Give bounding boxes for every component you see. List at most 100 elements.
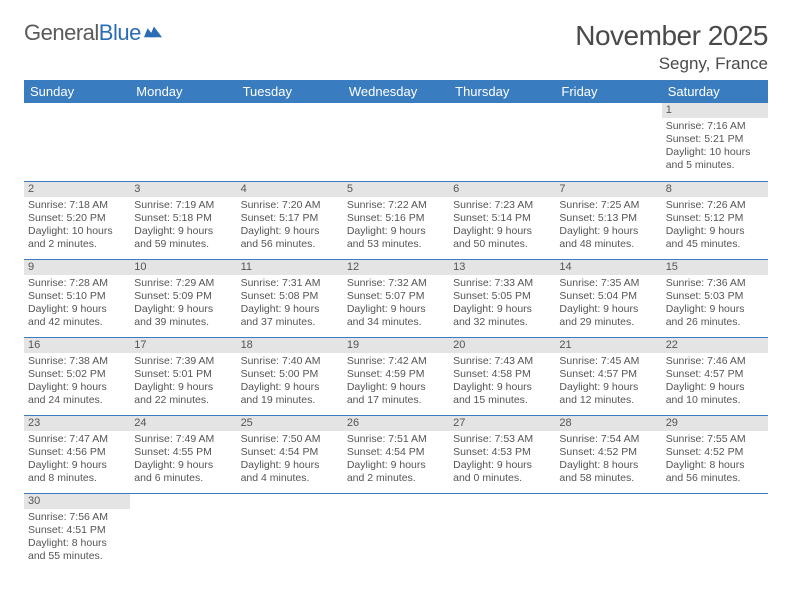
sunset-line: Sunset: 5:07 PM [347, 290, 445, 303]
sunset-line: Sunset: 4:52 PM [559, 446, 657, 459]
day-number: 2 [24, 182, 130, 197]
sunset-line: Sunset: 4:56 PM [28, 446, 126, 459]
day-details: Sunrise: 7:45 AMSunset: 4:57 PMDaylight:… [555, 353, 661, 409]
calendar-cell: 20Sunrise: 7:43 AMSunset: 4:58 PMDayligh… [449, 337, 555, 415]
calendar-cell: 24Sunrise: 7:49 AMSunset: 4:55 PMDayligh… [130, 415, 236, 493]
day-details: Sunrise: 7:55 AMSunset: 4:52 PMDaylight:… [662, 431, 768, 487]
calendar-page: GeneralBlue November 2025 Segny, France … [0, 0, 792, 591]
day-details: Sunrise: 7:20 AMSunset: 5:17 PMDaylight:… [237, 197, 343, 253]
daylight-line: Daylight: 9 hours and 59 minutes. [134, 225, 232, 251]
day-number: 22 [662, 338, 768, 353]
calendar-week: 30Sunrise: 7:56 AMSunset: 4:51 PMDayligh… [24, 493, 768, 571]
calendar-cell: 9Sunrise: 7:28 AMSunset: 5:10 PMDaylight… [24, 259, 130, 337]
calendar-cell: 26Sunrise: 7:51 AMSunset: 4:54 PMDayligh… [343, 415, 449, 493]
daylight-line: Daylight: 9 hours and 2 minutes. [347, 459, 445, 485]
day-details: Sunrise: 7:46 AMSunset: 4:57 PMDaylight:… [662, 353, 768, 409]
calendar-week: 2Sunrise: 7:18 AMSunset: 5:20 PMDaylight… [24, 181, 768, 259]
sunrise-line: Sunrise: 7:43 AM [453, 355, 551, 368]
calendar-cell: 2Sunrise: 7:18 AMSunset: 5:20 PMDaylight… [24, 181, 130, 259]
calendar-week: 16Sunrise: 7:38 AMSunset: 5:02 PMDayligh… [24, 337, 768, 415]
logo-text-2: Blue [99, 20, 141, 46]
day-header: Thursday [449, 80, 555, 103]
day-details: Sunrise: 7:35 AMSunset: 5:04 PMDaylight:… [555, 275, 661, 331]
sunrise-line: Sunrise: 7:25 AM [559, 199, 657, 212]
sunset-line: Sunset: 4:57 PM [559, 368, 657, 381]
calendar-cell: 23Sunrise: 7:47 AMSunset: 4:56 PMDayligh… [24, 415, 130, 493]
sunset-line: Sunset: 5:21 PM [666, 133, 764, 146]
day-details: Sunrise: 7:22 AMSunset: 5:16 PMDaylight:… [343, 197, 449, 253]
calendar-cell [24, 103, 130, 181]
day-number: 8 [662, 182, 768, 197]
day-details: Sunrise: 7:32 AMSunset: 5:07 PMDaylight:… [343, 275, 449, 331]
sunrise-line: Sunrise: 7:54 AM [559, 433, 657, 446]
calendar-cell: 5Sunrise: 7:22 AMSunset: 5:16 PMDaylight… [343, 181, 449, 259]
sunset-line: Sunset: 4:54 PM [347, 446, 445, 459]
day-number: 30 [24, 494, 130, 509]
daylight-line: Daylight: 9 hours and 4 minutes. [241, 459, 339, 485]
sunset-line: Sunset: 5:14 PM [453, 212, 551, 225]
day-details: Sunrise: 7:29 AMSunset: 5:09 PMDaylight:… [130, 275, 236, 331]
sunset-line: Sunset: 5:09 PM [134, 290, 232, 303]
day-header: Tuesday [237, 80, 343, 103]
sunset-line: Sunset: 5:13 PM [559, 212, 657, 225]
calendar-cell: 27Sunrise: 7:53 AMSunset: 4:53 PMDayligh… [449, 415, 555, 493]
sunrise-line: Sunrise: 7:32 AM [347, 277, 445, 290]
day-number: 11 [237, 260, 343, 275]
day-number: 9 [24, 260, 130, 275]
sunrise-line: Sunrise: 7:39 AM [134, 355, 232, 368]
day-details: Sunrise: 7:49 AMSunset: 4:55 PMDaylight:… [130, 431, 236, 487]
calendar-cell: 18Sunrise: 7:40 AMSunset: 5:00 PMDayligh… [237, 337, 343, 415]
day-details: Sunrise: 7:23 AMSunset: 5:14 PMDaylight:… [449, 197, 555, 253]
page-title: November 2025 [575, 20, 768, 52]
daylight-line: Daylight: 9 hours and 50 minutes. [453, 225, 551, 251]
calendar-cell [555, 103, 661, 181]
sunrise-line: Sunrise: 7:36 AM [666, 277, 764, 290]
calendar-cell: 6Sunrise: 7:23 AMSunset: 5:14 PMDaylight… [449, 181, 555, 259]
daylight-line: Daylight: 9 hours and 45 minutes. [666, 225, 764, 251]
calendar-cell: 29Sunrise: 7:55 AMSunset: 4:52 PMDayligh… [662, 415, 768, 493]
sunrise-line: Sunrise: 7:35 AM [559, 277, 657, 290]
sunrise-line: Sunrise: 7:42 AM [347, 355, 445, 368]
sunset-line: Sunset: 5:17 PM [241, 212, 339, 225]
sunset-line: Sunset: 5:08 PM [241, 290, 339, 303]
day-of-week-row: SundayMondayTuesdayWednesdayThursdayFrid… [24, 80, 768, 103]
day-number: 19 [343, 338, 449, 353]
day-number: 13 [449, 260, 555, 275]
daylight-line: Daylight: 9 hours and 0 minutes. [453, 459, 551, 485]
sunrise-line: Sunrise: 7:29 AM [134, 277, 232, 290]
calendar-cell [130, 103, 236, 181]
day-number: 29 [662, 416, 768, 431]
sunset-line: Sunset: 5:01 PM [134, 368, 232, 381]
daylight-line: Daylight: 9 hours and 56 minutes. [241, 225, 339, 251]
day-details: Sunrise: 7:19 AMSunset: 5:18 PMDaylight:… [130, 197, 236, 253]
logo-text-1: General [24, 20, 99, 46]
day-details: Sunrise: 7:33 AMSunset: 5:05 PMDaylight:… [449, 275, 555, 331]
daylight-line: Daylight: 9 hours and 37 minutes. [241, 303, 339, 329]
daylight-line: Daylight: 8 hours and 55 minutes. [28, 537, 126, 563]
day-details: Sunrise: 7:16 AMSunset: 5:21 PMDaylight:… [662, 118, 768, 174]
day-details: Sunrise: 7:36 AMSunset: 5:03 PMDaylight:… [662, 275, 768, 331]
sunrise-line: Sunrise: 7:23 AM [453, 199, 551, 212]
daylight-line: Daylight: 9 hours and 34 minutes. [347, 303, 445, 329]
calendar-cell [343, 103, 449, 181]
sunset-line: Sunset: 4:59 PM [347, 368, 445, 381]
calendar-table: SundayMondayTuesdayWednesdayThursdayFrid… [24, 80, 768, 571]
day-number: 12 [343, 260, 449, 275]
sunset-line: Sunset: 5:04 PM [559, 290, 657, 303]
sunset-line: Sunset: 4:57 PM [666, 368, 764, 381]
calendar-cell: 17Sunrise: 7:39 AMSunset: 5:01 PMDayligh… [130, 337, 236, 415]
sunrise-line: Sunrise: 7:46 AM [666, 355, 764, 368]
sunset-line: Sunset: 4:52 PM [666, 446, 764, 459]
day-details: Sunrise: 7:38 AMSunset: 5:02 PMDaylight:… [24, 353, 130, 409]
calendar-cell [555, 493, 661, 571]
sunset-line: Sunset: 5:18 PM [134, 212, 232, 225]
day-details: Sunrise: 7:50 AMSunset: 4:54 PMDaylight:… [237, 431, 343, 487]
sunrise-line: Sunrise: 7:19 AM [134, 199, 232, 212]
calendar-week: 9Sunrise: 7:28 AMSunset: 5:10 PMDaylight… [24, 259, 768, 337]
day-number: 20 [449, 338, 555, 353]
day-header: Sunday [24, 80, 130, 103]
sunset-line: Sunset: 5:20 PM [28, 212, 126, 225]
daylight-line: Daylight: 9 hours and 26 minutes. [666, 303, 764, 329]
sunrise-line: Sunrise: 7:49 AM [134, 433, 232, 446]
day-details: Sunrise: 7:25 AMSunset: 5:13 PMDaylight:… [555, 197, 661, 253]
